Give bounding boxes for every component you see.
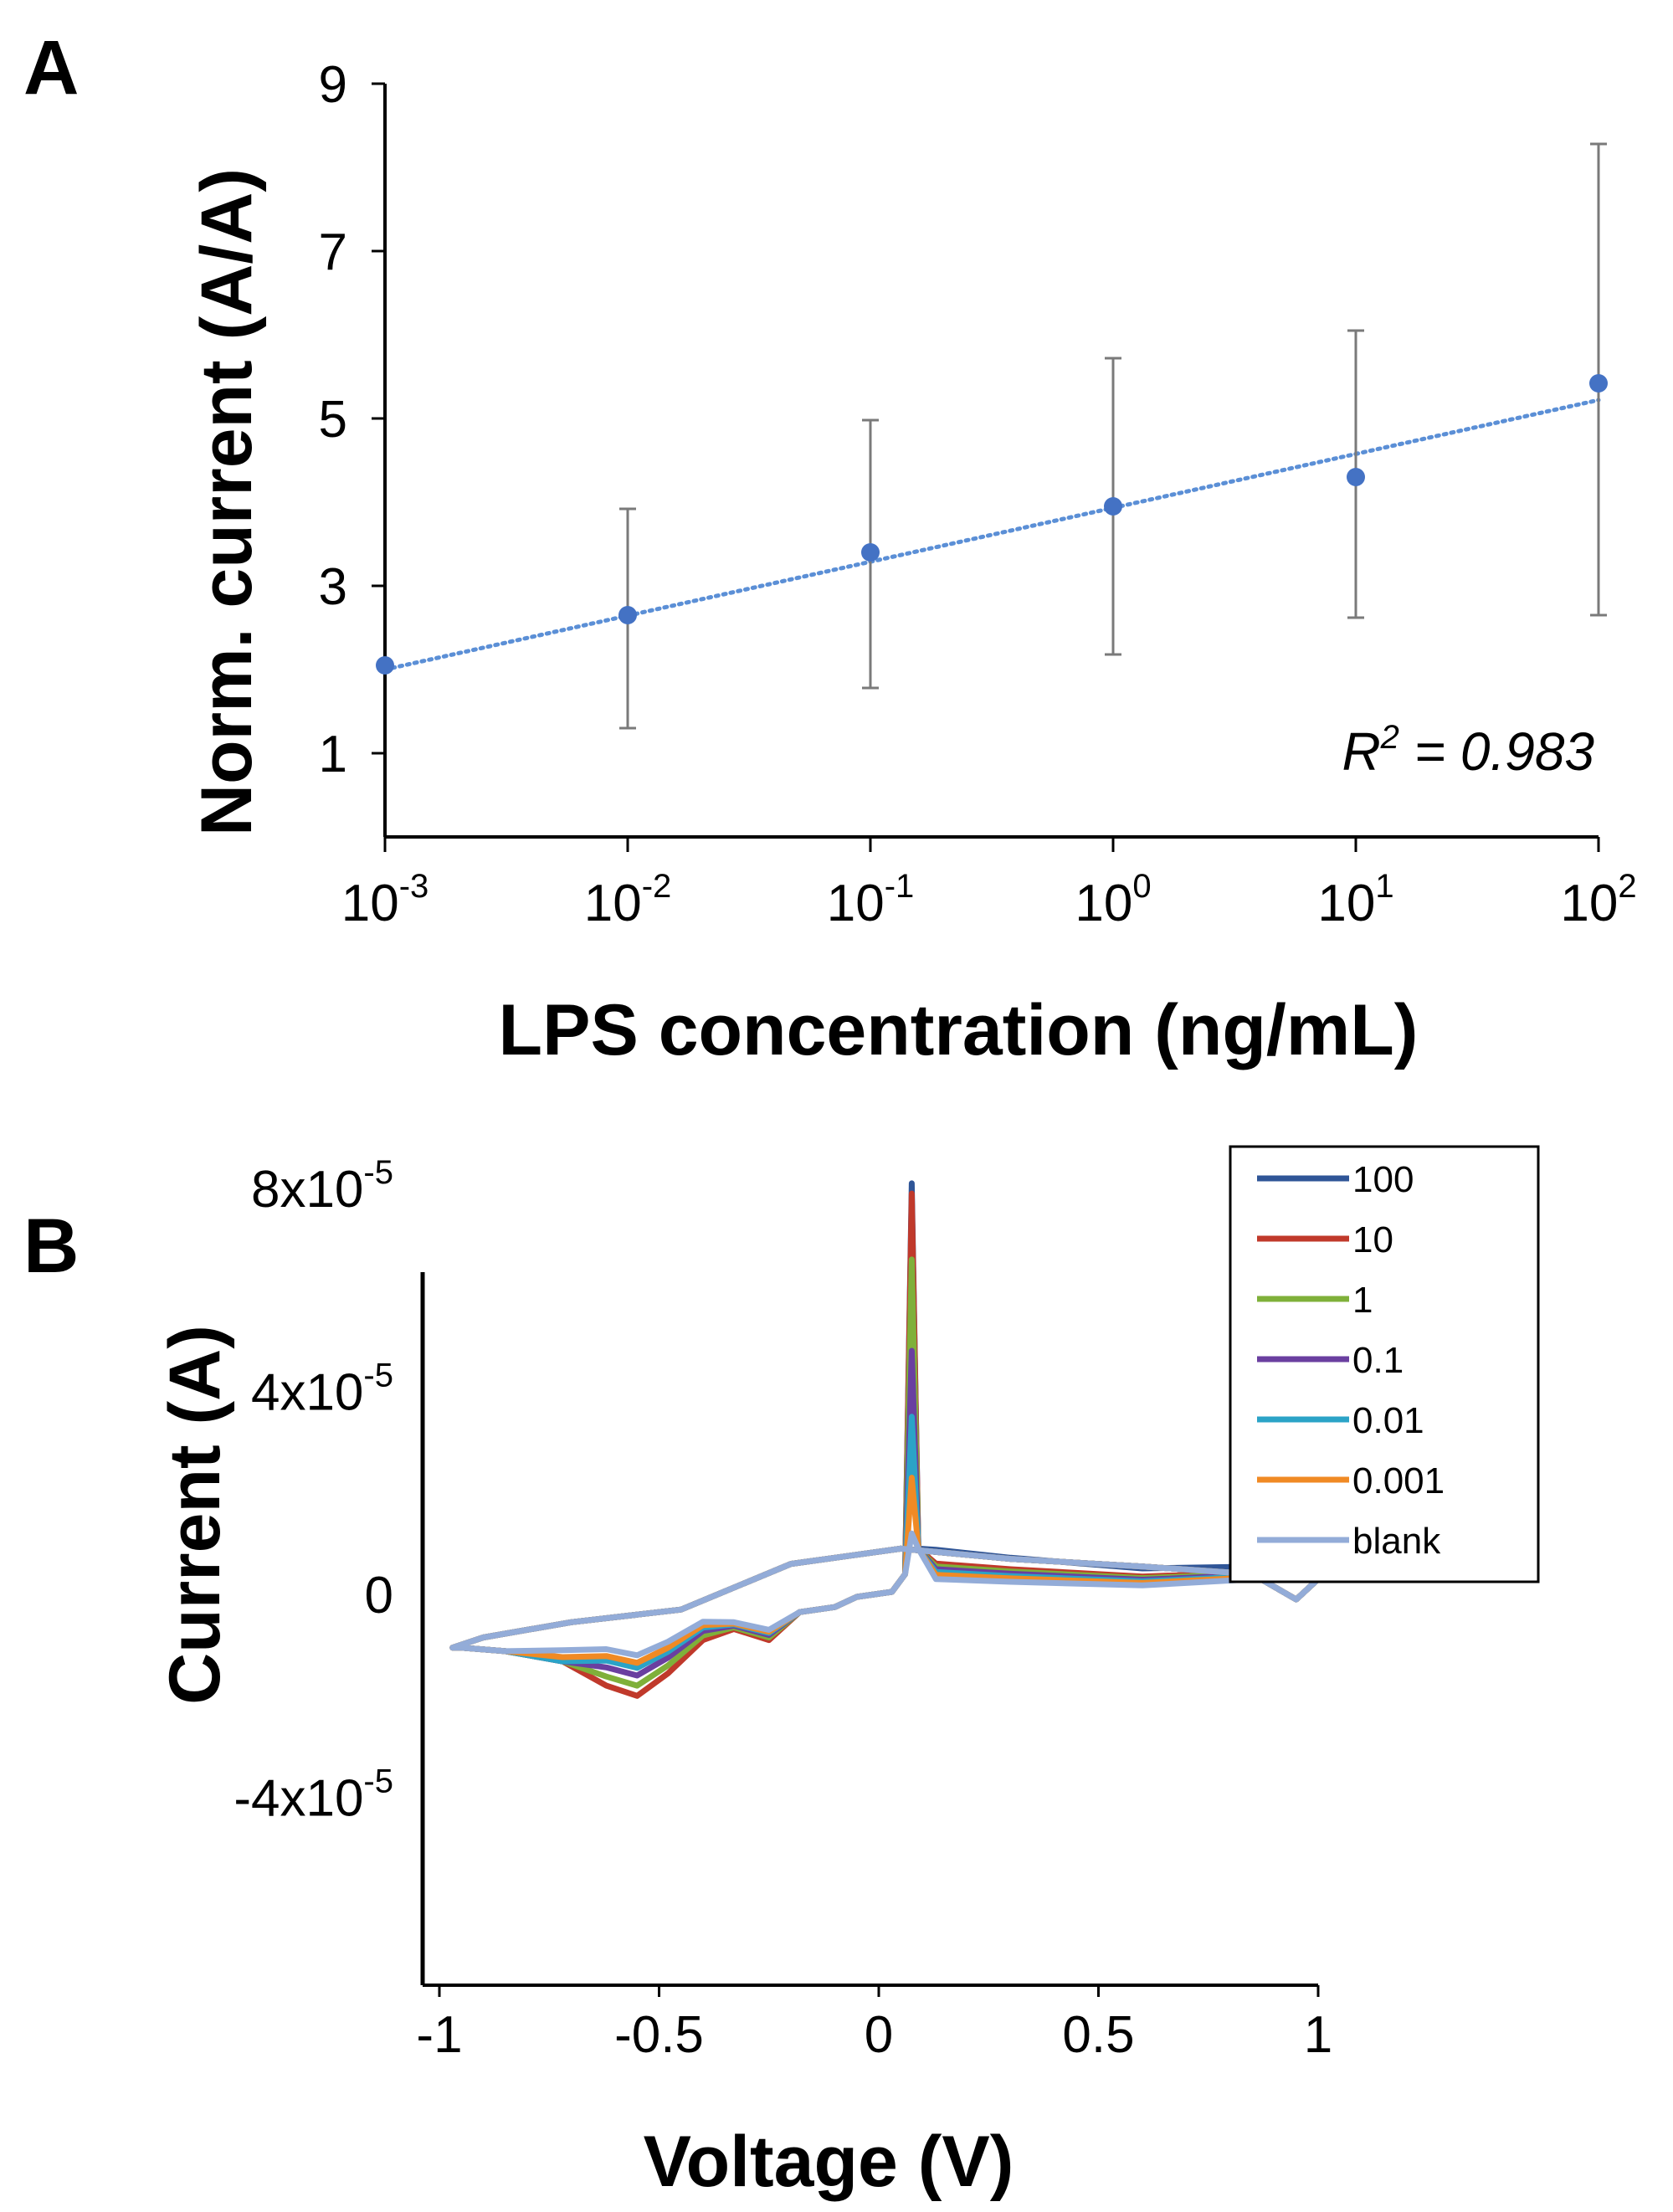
panel-b-x-tick-label: 0.5 (1062, 2006, 1134, 2064)
panel-a-y-tick-label: 7 (319, 223, 347, 281)
panel-a-x-tick-label: 101 (1317, 868, 1393, 932)
panel-b-y-tick-label: 8x10-5 (251, 1154, 393, 1219)
panel-b-chart: -1 -0.5 0 0.5 1 8x10-5 4x10-5 0 -4x10-5 100 10 1 0.1… (234, 1145, 1540, 2064)
panel-a-r-squared: R2 = 0.983 (1342, 719, 1594, 782)
panel-a-letter: A (23, 25, 79, 110)
panel-b-series-0.1 (449, 1347, 1321, 1679)
panel-a-chart: 1 3 5 7 9 10-3 10-2 10-1 100 101 102 R2 = 0.983 (319, 56, 1637, 932)
panel-b-legend-label: 0.1 (1352, 1340, 1404, 1381)
panel-a-data-point (376, 656, 394, 675)
panel-b-y-axis-title: Current (A) (155, 1325, 235, 1705)
panel-a-x-tick-label: 10-2 (584, 868, 672, 932)
panel-b-legend-label: blank (1352, 1521, 1441, 1562)
panel-b-letter: B (23, 1204, 79, 1289)
panel-a-data-point (618, 606, 637, 624)
panel-a-data-point (1347, 468, 1365, 486)
panel-a-x-tick-label: 102 (1560, 868, 1636, 932)
panel-b-legend-label: 0.001 (1352, 1460, 1445, 1501)
panel-b-x-tick-label: -1 (416, 2006, 462, 2064)
panel-b-legend-label: 100 (1352, 1159, 1414, 1200)
panel-b-series-0.01 (449, 1414, 1321, 1671)
panel-b-y-tick-label: 4x10-5 (251, 1357, 393, 1422)
panel-a-y-tick-label: 5 (319, 391, 347, 449)
panel-b-legend-label: 0.01 (1352, 1400, 1424, 1441)
panel-a-x-tick-label: 10-1 (827, 868, 915, 932)
panel-b-series-blank (449, 1530, 1321, 1659)
panel-b-y-tick-label: -4x10-5 (234, 1763, 393, 1828)
panel-b-legend-box (1229, 1145, 1540, 1583)
panel-a-x-axis-title: LPS concentration (ng/mL) (499, 990, 1419, 1070)
panel-b-x-tick-label: -0.5 (614, 2006, 704, 2064)
panel-b-y-tick-label: 0 (365, 1567, 393, 1624)
panel-a-y-tick-label: 1 (319, 726, 347, 783)
panel-a-x-tick-label: 10-3 (341, 868, 429, 932)
panel-b-x-tick-label: 1 (1304, 2006, 1332, 2064)
panel-a-y-tick-label: 9 (319, 56, 347, 114)
panel-b-legend-label: 1 (1352, 1280, 1373, 1321)
panel-b-x-tick-label: 0 (865, 2006, 893, 2064)
panel-a-x-tick-label: 100 (1075, 868, 1151, 932)
panel-a-trendline (382, 398, 1601, 672)
panel-a-y-axis-title: Norm. current (A/A) (187, 168, 267, 836)
panel-a-data-point (1104, 497, 1122, 516)
panel-b-legend-label: 10 (1352, 1219, 1393, 1260)
panel-b-x-axis-title: Voltage (V) (644, 2122, 1014, 2202)
panel-a-data-point (1589, 374, 1608, 393)
panel-a-y-tick-label: 3 (319, 558, 347, 616)
panel-a-data-point (861, 543, 880, 562)
